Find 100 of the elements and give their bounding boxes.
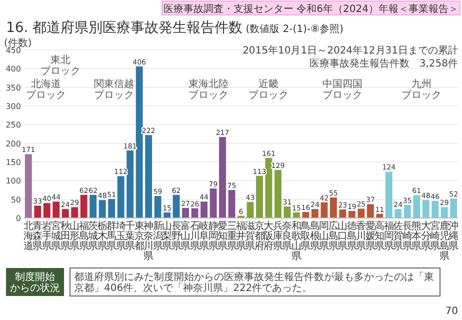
x-tick-label: 奈良県 xyxy=(282,221,292,252)
chart-title: 16. 都道府県別医療事故発生報告件数 xyxy=(6,20,243,36)
bar xyxy=(182,208,190,218)
x-tick-label: 長野県 xyxy=(171,221,182,252)
chart-subtitle: (数値版 2-(1)-⑧参照) xyxy=(246,23,344,35)
bar xyxy=(385,172,392,218)
bar xyxy=(274,170,282,218)
bar xyxy=(311,209,318,218)
bar xyxy=(432,200,439,218)
y-tick-label: 200 xyxy=(6,139,21,148)
y-tick-label: 250 xyxy=(6,120,21,130)
bar xyxy=(90,194,97,218)
x-tick-label: 東京都 xyxy=(134,220,144,252)
x-tick-label: 富山県 xyxy=(180,220,191,252)
bar xyxy=(302,212,310,218)
text: 医療事故調査・支援センター 令和6年（2024）年報＜事業報告＞ xyxy=(164,3,458,15)
bar xyxy=(108,198,116,218)
x-tick-label: 宮崎県 xyxy=(430,220,440,252)
x-tick-label: 沖縄県 xyxy=(448,220,459,252)
annotation: 関東信越ブロック xyxy=(94,78,134,101)
x-tick-label: 栃木県 xyxy=(97,220,108,252)
x-tick-label: 香川県 xyxy=(356,220,366,252)
text: 70 xyxy=(445,306,458,317)
x-tick-label: 和歌山県 xyxy=(291,220,302,262)
x-tick-label: 福井県 xyxy=(236,220,246,252)
x-tick-label: 北海道 xyxy=(23,220,34,252)
bar xyxy=(219,136,226,218)
x-tick-label: 鹿児島県 xyxy=(439,220,450,262)
x-tick-label: 徳島県 xyxy=(346,221,357,252)
annotation: 九州ブロック xyxy=(401,78,442,101)
x-tick-label: 滋賀県 xyxy=(245,220,256,252)
annotation: 近畿ブロック xyxy=(248,78,289,101)
x-tick-label: 山梨県 xyxy=(162,220,172,252)
x-tick-label: 岐阜県 xyxy=(199,220,210,252)
y-axis-title: (件数) xyxy=(4,38,32,49)
annotation: 2015年10月1日～2024年12月31日までの累計 xyxy=(242,44,458,57)
x-tick-label: 石川県 xyxy=(190,221,200,252)
bar xyxy=(422,200,430,218)
bar xyxy=(98,200,106,218)
x-tick-label: 福島県 xyxy=(78,220,89,252)
bar xyxy=(413,195,420,218)
y-tick-label: 400 xyxy=(6,64,21,74)
annotation: 北海道ブロック xyxy=(26,78,66,101)
bar xyxy=(117,176,124,218)
bar xyxy=(366,204,374,218)
y-tick-label: 350 xyxy=(6,83,21,92)
bar xyxy=(164,212,171,218)
bar xyxy=(440,207,448,218)
x-tick-label: 千葉県 xyxy=(125,220,136,252)
x-tick-label: 愛媛県 xyxy=(365,220,376,252)
bar xyxy=(265,158,272,218)
annotation: 中国四国ブロック xyxy=(322,78,363,101)
y-tick-label: 0 xyxy=(16,214,21,223)
text: 制度開始からの状況 xyxy=(10,271,60,294)
bar xyxy=(358,208,365,218)
bar xyxy=(246,202,254,218)
x-tick-label: 宮城県 xyxy=(50,220,62,252)
bar xyxy=(228,190,236,218)
y-tick-label: 100 xyxy=(6,176,21,186)
x-tick-label: 静岡県 xyxy=(208,220,218,252)
x-tick-label: 群馬県 xyxy=(106,220,117,252)
bar xyxy=(339,209,346,218)
bar xyxy=(71,207,78,218)
x-tick-label: 鳥取県 xyxy=(300,220,311,252)
x-tick-label: 山口県 xyxy=(338,220,348,252)
bar xyxy=(154,196,162,218)
bar xyxy=(62,209,69,218)
bar xyxy=(43,203,50,218)
x-tick-label: 岩手県 xyxy=(42,220,52,252)
annotation: 医療事故発生報告件数 3,258件 xyxy=(309,58,458,70)
text: 都道府県別にみた制度開始からの医療事故発生報告件数が最も多かったのは「東京都」406件、次いで「神奈川県」222件であった。 xyxy=(74,271,434,294)
bar xyxy=(256,176,263,218)
bar xyxy=(145,135,152,218)
x-tick-label: 大阪府 xyxy=(264,220,274,252)
x-tick-label: 茨城県 xyxy=(87,220,98,252)
y-tick-label: 50 xyxy=(10,195,21,204)
bar xyxy=(24,154,32,218)
x-tick-label: 福岡県 xyxy=(384,220,394,252)
bar xyxy=(34,206,42,218)
annotation: 東北ブロック xyxy=(40,54,81,77)
x-tick-label: 愛知県 xyxy=(218,220,228,252)
bar xyxy=(394,209,402,218)
bar xyxy=(126,150,134,218)
x-tick-label: 神奈川県 xyxy=(144,220,154,262)
y-tick-label: 300 xyxy=(6,102,21,111)
x-tick-label: 青森県 xyxy=(32,220,43,252)
x-tick-label: 新潟県 xyxy=(152,220,163,252)
x-tick-label: 佐賀県 xyxy=(393,221,404,252)
x-tick-label: 熊本県 xyxy=(412,220,422,252)
annotation: 東海北陸ブロック xyxy=(188,78,229,101)
x-tick-label: 三重県 xyxy=(226,221,237,252)
x-tick-label: 島根県 xyxy=(310,220,320,252)
x-tick-label: 山形県 xyxy=(70,220,80,252)
bar xyxy=(330,197,337,218)
bar xyxy=(52,202,60,218)
x-tick-label: 京都府 xyxy=(254,220,264,252)
bar xyxy=(292,212,300,218)
x-tick-label: 大分県 xyxy=(420,220,431,252)
x-tick-label: 高知県 xyxy=(374,220,385,252)
y-tick-label: 150 xyxy=(6,158,21,167)
